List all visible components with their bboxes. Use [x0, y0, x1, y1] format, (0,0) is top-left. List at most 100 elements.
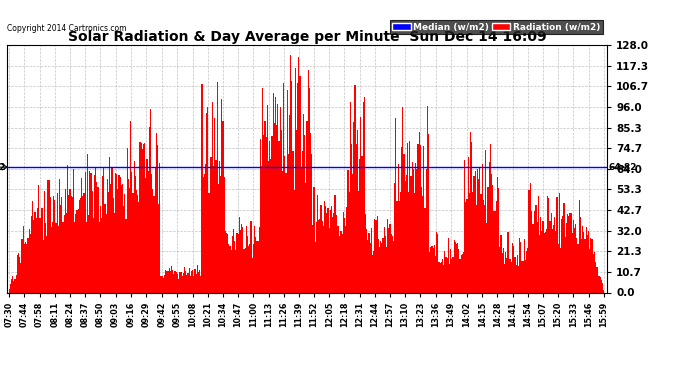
Bar [286, 90, 288, 292]
Bar [94, 175, 95, 292]
Bar [493, 210, 495, 292]
Bar [67, 165, 68, 292]
Bar [538, 196, 539, 292]
Bar [186, 274, 188, 292]
Bar [524, 239, 525, 292]
Bar [483, 200, 484, 292]
Text: 64.82: 64.82 [0, 163, 6, 172]
Bar [424, 208, 426, 292]
Bar [332, 217, 333, 292]
Bar [61, 196, 62, 292]
Bar [18, 253, 19, 292]
Bar [12, 276, 13, 292]
Bar [320, 205, 322, 292]
Bar [421, 187, 422, 292]
Bar [549, 221, 551, 292]
Bar [141, 149, 143, 292]
Bar [79, 200, 80, 292]
Bar [580, 217, 581, 292]
Bar [83, 193, 85, 292]
Bar [415, 164, 416, 292]
Bar [149, 127, 150, 292]
Bar [63, 215, 65, 292]
Bar [134, 161, 135, 292]
Bar [503, 249, 504, 292]
Bar [146, 159, 148, 292]
Bar [80, 198, 81, 292]
Bar [471, 142, 473, 292]
Bar [316, 222, 317, 292]
Bar [366, 229, 367, 292]
Bar [358, 191, 359, 292]
Bar [335, 216, 337, 292]
Bar [495, 201, 497, 292]
Bar [515, 265, 517, 292]
Bar [68, 195, 70, 292]
Bar [309, 88, 310, 292]
Bar [539, 235, 540, 292]
Bar [450, 249, 451, 292]
Bar [31, 216, 32, 292]
Bar [404, 182, 406, 292]
Bar [225, 231, 226, 292]
Bar [541, 231, 542, 292]
Bar [476, 205, 477, 292]
Bar [218, 184, 219, 292]
Bar [414, 193, 415, 292]
Bar [395, 118, 396, 292]
Bar [150, 109, 151, 292]
Bar [214, 118, 215, 292]
Bar [246, 226, 247, 292]
Bar [465, 202, 466, 292]
Bar [401, 147, 402, 292]
Bar [170, 272, 171, 292]
Bar [281, 130, 282, 292]
Bar [546, 229, 547, 292]
Bar [532, 224, 533, 292]
Bar [115, 172, 116, 292]
Bar [512, 243, 513, 292]
Bar [420, 144, 421, 292]
Bar [511, 262, 512, 292]
Bar [92, 217, 94, 292]
Bar [207, 107, 208, 292]
Bar [85, 172, 86, 292]
Bar [399, 201, 400, 292]
Bar [302, 151, 303, 292]
Bar [247, 236, 248, 292]
Bar [293, 150, 294, 292]
Bar [264, 121, 266, 292]
Bar [198, 272, 199, 292]
Bar [35, 218, 37, 292]
Bar [352, 174, 353, 292]
Bar [436, 231, 437, 292]
Bar [128, 179, 129, 292]
Bar [39, 218, 40, 292]
Bar [342, 234, 343, 292]
Bar [595, 262, 596, 292]
Bar [568, 216, 569, 292]
Bar [106, 214, 107, 292]
Bar [9, 289, 10, 292]
Bar [159, 163, 161, 292]
Bar [348, 192, 350, 292]
Bar [28, 229, 30, 292]
Bar [90, 173, 92, 292]
Bar [294, 190, 295, 292]
Bar [455, 242, 456, 292]
Bar [53, 196, 55, 292]
Bar [266, 136, 267, 292]
Bar [534, 211, 535, 292]
Bar [282, 171, 283, 292]
Bar [131, 172, 132, 292]
Bar [552, 229, 553, 292]
Bar [520, 242, 522, 292]
Bar [151, 174, 152, 292]
Bar [337, 226, 338, 292]
Bar [591, 238, 593, 292]
Bar [581, 238, 582, 292]
Bar [244, 248, 246, 292]
Bar [355, 144, 357, 292]
Bar [325, 206, 326, 292]
Bar [562, 216, 564, 292]
